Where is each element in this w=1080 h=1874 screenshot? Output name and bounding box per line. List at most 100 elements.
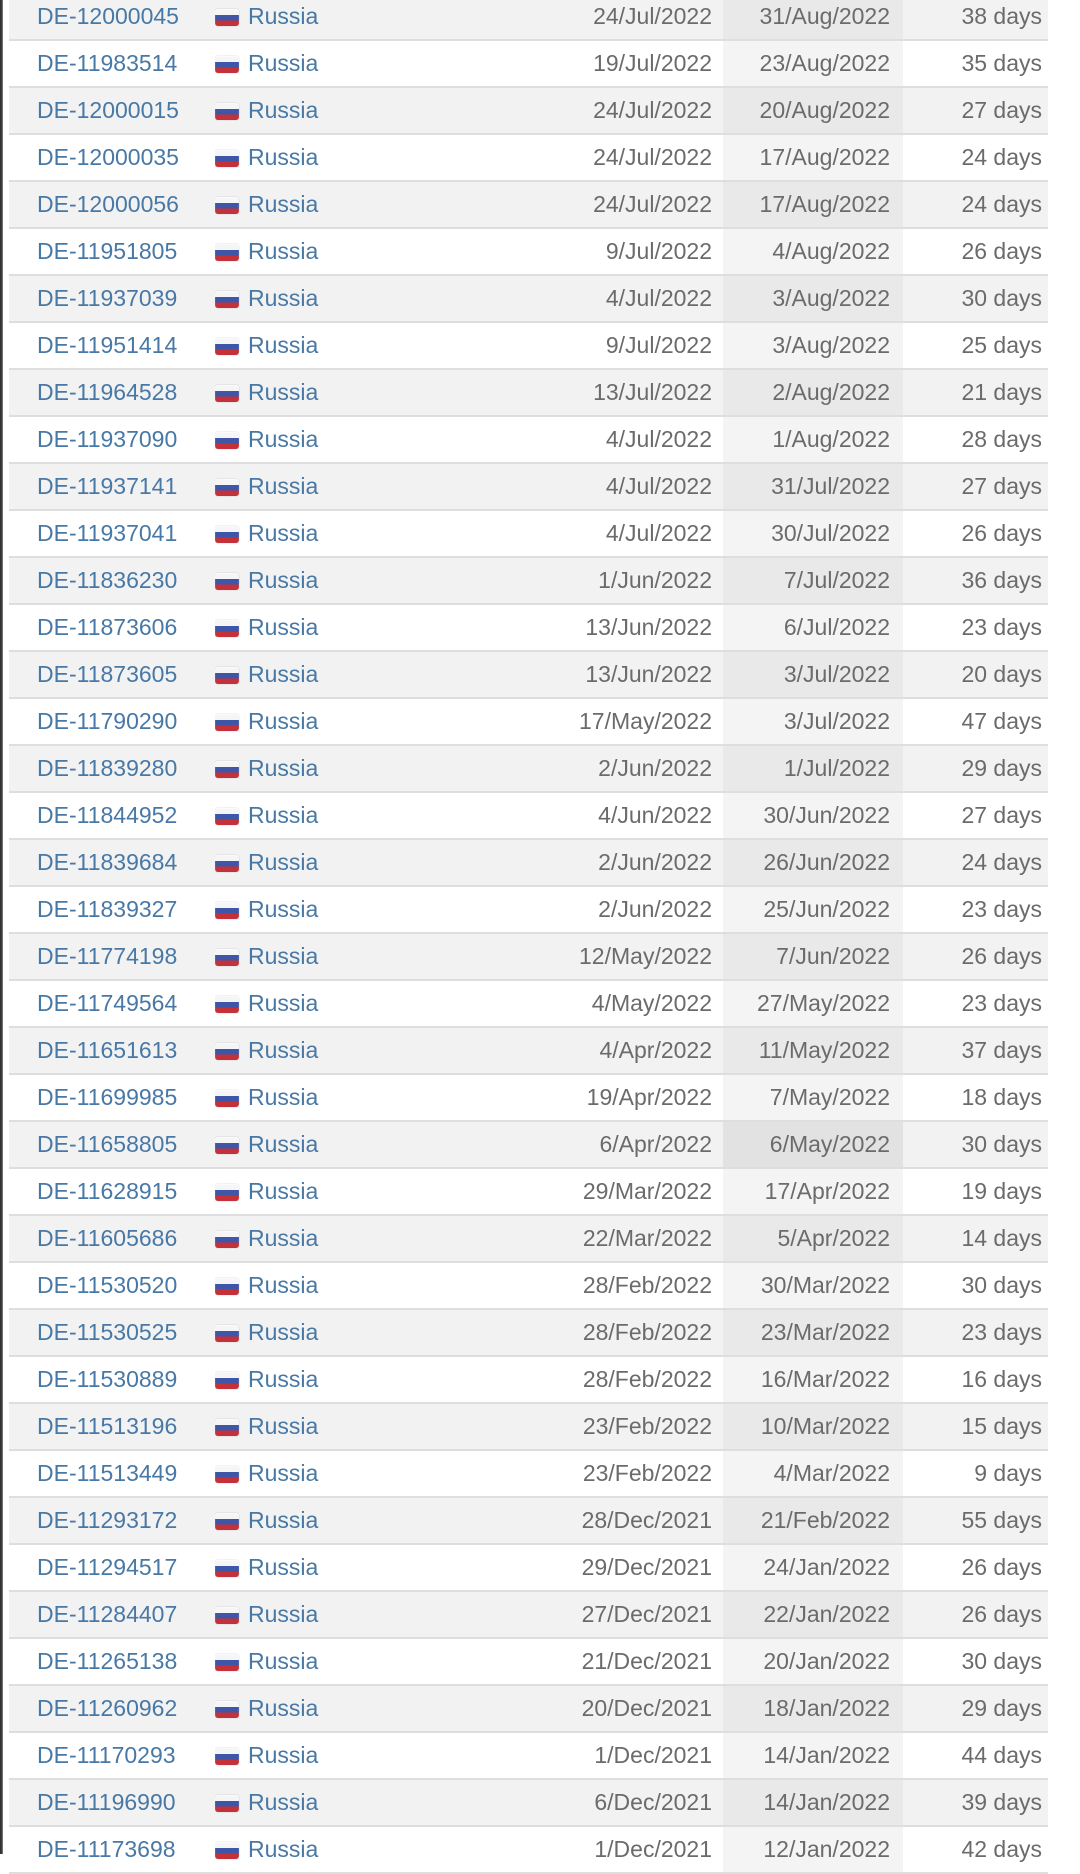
country-link[interactable]: Russia xyxy=(248,990,319,1016)
country-link[interactable]: Russia xyxy=(248,1131,319,1157)
issue-id-link[interactable]: DE-11265138 xyxy=(37,1648,178,1674)
country-link[interactable]: Russia xyxy=(248,1789,319,1815)
country-link[interactable]: Russia xyxy=(248,3,319,29)
issue-id-link[interactable]: DE-11839327 xyxy=(37,896,178,922)
issue-id-link[interactable]: DE-11774198 xyxy=(37,943,178,969)
issue-id-link[interactable]: DE-12000045 xyxy=(37,3,179,29)
country-link[interactable]: Russia xyxy=(248,1695,319,1721)
country-link[interactable]: Russia xyxy=(248,1225,319,1251)
country-link[interactable]: Russia xyxy=(248,1084,319,1110)
issue-id-link[interactable]: DE-11937041 xyxy=(37,520,178,546)
issue-id-link[interactable]: DE-11839280 xyxy=(37,755,178,781)
issue-id-link[interactable]: DE-11937141 xyxy=(37,473,178,499)
country-link[interactable]: Russia xyxy=(248,426,319,452)
duration-cell: 30 days xyxy=(903,276,1048,323)
end-date-cell: 17/Aug/2022 xyxy=(723,182,903,229)
country-link[interactable]: Russia xyxy=(248,708,319,734)
country-link[interactable]: Russia xyxy=(248,943,319,969)
issue-id-link[interactable]: DE-11513196 xyxy=(37,1413,178,1439)
country-link[interactable]: Russia xyxy=(248,1601,319,1627)
issue-id-link[interactable]: DE-11293172 xyxy=(37,1507,178,1533)
country-link[interactable]: Russia xyxy=(248,1178,319,1204)
country-link[interactable]: Russia xyxy=(248,520,319,546)
country-link[interactable]: Russia xyxy=(248,1366,319,1392)
russia-flag-icon xyxy=(215,1231,239,1248)
country-link[interactable]: Russia xyxy=(248,567,319,593)
country-link[interactable]: Russia xyxy=(248,661,319,687)
country-link[interactable]: Russia xyxy=(248,849,319,875)
issue-id-cell: DE-11530520 xyxy=(9,1263,215,1310)
country-link[interactable]: Russia xyxy=(248,238,319,264)
issue-id-link[interactable]: DE-11628915 xyxy=(37,1178,178,1204)
issue-id-link[interactable]: DE-12000035 xyxy=(37,144,179,170)
issue-id-link[interactable]: DE-12000056 xyxy=(37,191,179,217)
issue-id-link[interactable]: DE-11951805 xyxy=(37,238,178,264)
issue-id-link[interactable]: DE-11937090 xyxy=(37,426,178,452)
country-link[interactable]: Russia xyxy=(248,1554,319,1580)
country-link[interactable]: Russia xyxy=(248,1460,319,1486)
country-link[interactable]: Russia xyxy=(248,1037,319,1063)
issue-id-link[interactable]: DE-11294517 xyxy=(37,1554,178,1580)
issue-id-link[interactable]: DE-11260962 xyxy=(37,1695,178,1721)
country-link[interactable]: Russia xyxy=(248,191,319,217)
russia-flag-icon xyxy=(215,150,239,167)
country-link[interactable]: Russia xyxy=(248,1413,319,1439)
country-link[interactable]: Russia xyxy=(248,285,319,311)
issue-id-link[interactable]: DE-11937039 xyxy=(37,285,178,311)
table-row: DE-11699985 Russia 19/Apr/2022 7/May/202… xyxy=(9,1075,1048,1122)
issue-id-link[interactable]: DE-11836230 xyxy=(37,567,178,593)
country-link[interactable]: Russia xyxy=(248,1507,319,1533)
issue-id-link[interactable]: DE-11983514 xyxy=(37,50,178,76)
issue-id-link[interactable]: DE-11658805 xyxy=(37,1131,178,1157)
russia-flag-icon xyxy=(215,56,239,73)
table-row: DE-11651613 Russia 4/Apr/2022 11/May/202… xyxy=(9,1028,1048,1075)
country-cell: Russia xyxy=(215,417,515,464)
issue-id-link[interactable]: DE-11951414 xyxy=(37,332,178,358)
issue-id-link[interactable]: DE-11530889 xyxy=(37,1366,178,1392)
issue-id-link[interactable]: DE-11513449 xyxy=(37,1460,178,1486)
issue-id-link[interactable]: DE-11284407 xyxy=(37,1601,178,1627)
end-date-cell: 23/Aug/2022 xyxy=(723,41,903,88)
issue-id-link[interactable]: DE-11530525 xyxy=(37,1319,178,1345)
issue-id-link[interactable]: DE-11844952 xyxy=(37,802,178,828)
issue-id-link[interactable]: DE-11839684 xyxy=(37,849,178,875)
country-link[interactable]: Russia xyxy=(248,50,319,76)
country-link[interactable]: Russia xyxy=(248,1742,319,1768)
duration-cell: 23 days xyxy=(903,1310,1048,1357)
russia-flag-icon xyxy=(215,902,239,919)
country-link[interactable]: Russia xyxy=(248,332,319,358)
russia-flag-icon xyxy=(215,1654,239,1671)
country-link[interactable]: Russia xyxy=(248,802,319,828)
issue-id-link[interactable]: DE-11699985 xyxy=(37,1084,178,1110)
issue-id-link[interactable]: DE-11530520 xyxy=(37,1272,178,1298)
issue-id-link[interactable]: DE-11196990 xyxy=(37,1789,176,1815)
country-cell: Russia xyxy=(215,981,515,1028)
issue-id-link[interactable]: DE-12000015 xyxy=(37,97,179,123)
russia-flag-icon xyxy=(215,1325,239,1342)
issue-id-link[interactable]: DE-11873605 xyxy=(37,661,178,687)
duration-cell: 27 days xyxy=(903,88,1048,135)
issue-id-link[interactable]: DE-11173698 xyxy=(37,1836,176,1862)
end-date-cell: 20/Aug/2022 xyxy=(723,88,903,135)
issue-id-link[interactable]: DE-11873606 xyxy=(37,614,178,640)
end-date-cell: 2/Aug/2022 xyxy=(723,370,903,417)
issue-id-link[interactable]: DE-11651613 xyxy=(37,1037,178,1063)
country-link[interactable]: Russia xyxy=(248,97,319,123)
issue-id-cell: DE-11844952 xyxy=(9,793,215,840)
issue-id-link[interactable]: DE-11749564 xyxy=(37,990,178,1016)
issue-id-link[interactable]: DE-11170293 xyxy=(37,1742,176,1768)
issue-id-link[interactable]: DE-11790290 xyxy=(37,708,178,734)
issue-id-link[interactable]: DE-11964528 xyxy=(37,379,178,405)
country-link[interactable]: Russia xyxy=(248,755,319,781)
issue-id-link[interactable]: DE-11605686 xyxy=(37,1225,178,1251)
country-link[interactable]: Russia xyxy=(248,1272,319,1298)
country-link[interactable]: Russia xyxy=(248,473,319,499)
country-link[interactable]: Russia xyxy=(248,1836,319,1862)
country-link[interactable]: Russia xyxy=(248,1648,319,1674)
country-link[interactable]: Russia xyxy=(248,614,319,640)
country-link[interactable]: Russia xyxy=(248,379,319,405)
country-link[interactable]: Russia xyxy=(248,144,319,170)
country-link[interactable]: Russia xyxy=(248,1319,319,1345)
country-link[interactable]: Russia xyxy=(248,896,319,922)
table-row: DE-11265138 Russia 21/Dec/2021 20/Jan/20… xyxy=(9,1639,1048,1686)
